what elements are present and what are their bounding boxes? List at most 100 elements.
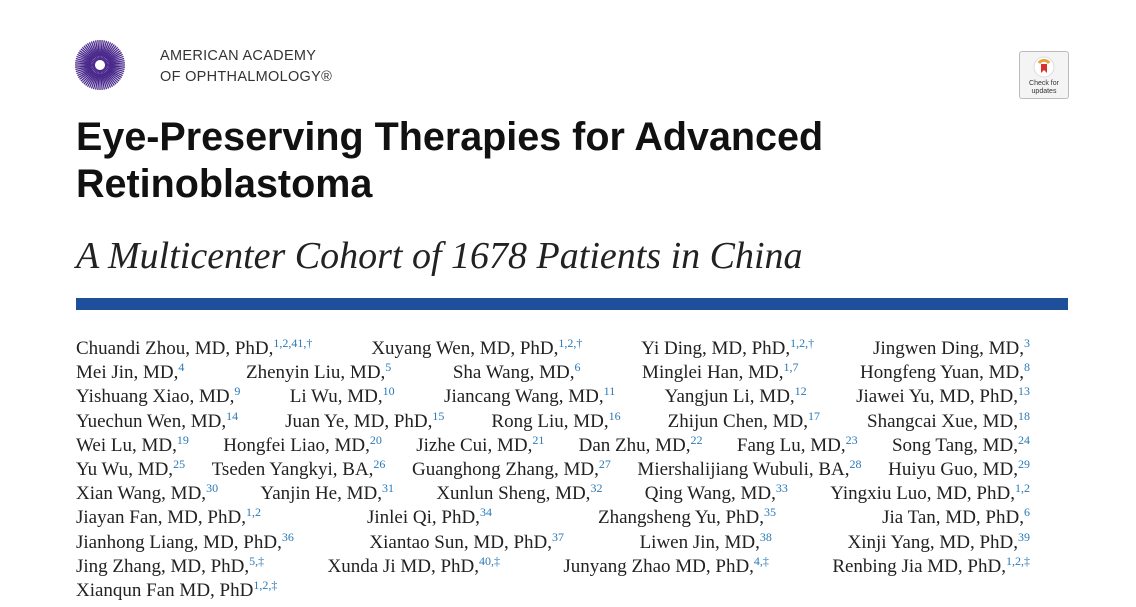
logo-ray — [100, 69, 108, 90]
affiliation-ref[interactable]: 5 — [385, 360, 392, 375]
affiliation-ref[interactable]: 30 — [206, 481, 219, 496]
affiliation-ref[interactable]: 19 — [176, 432, 189, 447]
title: Eye-Preserving Therapies for Advanced Re… — [76, 115, 824, 206]
affiliation-ref[interactable]: 24 — [1018, 432, 1030, 447]
affiliation-ref[interactable]: 25 — [173, 456, 186, 471]
affiliation-ref[interactable]: 28 — [849, 456, 862, 471]
author-name: Li Wu, MD, — [289, 386, 383, 408]
affiliation-ref[interactable]: 35 — [764, 505, 777, 520]
author: Xuyang Wen, MD, PhD,1,2,† — [371, 336, 583, 362]
logo-ray — [79, 50, 97, 63]
author: Jingwen Ding, MD,3 — [873, 336, 1030, 362]
author-line: Yishuang Xiao, MD,9 Li Wu, MD,10 Jiancang … — [76, 384, 1030, 410]
affiliation-ref[interactable]: 8 — [1024, 360, 1030, 375]
affiliation-ref[interactable]: 1,2,† — [558, 336, 583, 350]
author: Xunlun Sheng, MD,32 — [436, 481, 603, 507]
author-line: Jiayan Fan, MD, PhD,1,2 Jinlei Qi, PhD,34… — [76, 505, 1030, 531]
affiliation-ref[interactable]: 1,2,† — [790, 336, 815, 350]
affiliation-ref[interactable]: 26 — [373, 456, 386, 471]
affiliation-ref[interactable]: 4 — [178, 360, 185, 375]
affiliation-ref[interactable]: 6 — [574, 360, 581, 375]
affiliation-ref[interactable]: 20 — [369, 432, 382, 447]
author: Sha Wang, MD,6 — [453, 360, 581, 386]
logo-ray — [99, 40, 103, 61]
author-line: Chuandi Zhou, MD, PhD,1,2,41,† Xuyang Wen… — [76, 336, 1030, 362]
affiliation-ref[interactable]: 1,7 — [783, 360, 799, 375]
author: Zhangsheng Yu, PhD,35 — [597, 505, 777, 531]
affiliation-ref[interactable]: 9 — [234, 384, 241, 399]
affiliation-ref[interactable]: 1,2 — [1014, 481, 1030, 496]
affiliation-ref[interactable]: 1,2 — [245, 505, 261, 520]
author-name: Jiawei Yu, MD, PhD, — [856, 386, 1018, 408]
affiliation-ref[interactable]: 33 — [775, 481, 788, 496]
affiliation-ref[interactable]: 37 — [552, 529, 565, 544]
logo-ray — [86, 72, 97, 87]
affiliation-ref[interactable]: 13 — [1017, 384, 1030, 399]
logo-ray — [92, 69, 100, 90]
logo-ray — [103, 43, 114, 58]
author-name: Jiancang Wang, MD, — [444, 386, 604, 408]
author-name: Yanjin He, MD, — [260, 483, 382, 505]
author-name: Guanghong Zhang, MD, — [412, 458, 599, 480]
author-name: Zhenyin Liu, MD, — [245, 362, 386, 384]
logo-ray — [100, 40, 105, 57]
logo-ray — [97, 69, 101, 90]
author-name: Yi Ding, MD, PhD, — [641, 338, 791, 359]
affiliation-ref[interactable]: 1,2,41,† — [273, 336, 313, 350]
affiliation-ref[interactable]: 23 — [845, 432, 858, 447]
author: Yi Ding, MD, PhD,1,2,† — [641, 336, 815, 362]
org-line: AMERICAN ACADEMY — [160, 48, 317, 64]
author: Shangcai Xue, MD,18 — [867, 408, 1030, 435]
affiliation-ref[interactable]: 18 — [1017, 408, 1030, 423]
affiliation-ref[interactable]: 36 — [281, 529, 294, 544]
affiliation-ref[interactable]: 34 — [479, 505, 492, 520]
affiliation-ref[interactable]: 14 — [226, 408, 239, 423]
author: Wei Lu, MD,19 — [76, 432, 189, 459]
logo-ray — [99, 69, 103, 90]
author-name: Liwen Jin, MD, — [639, 531, 760, 553]
author-name: Minglei Han, MD, — [642, 362, 784, 384]
affiliation-ref[interactable]: 10 — [382, 384, 395, 399]
affiliation-ref[interactable]: 5,‡ — [249, 553, 265, 568]
logo-ray — [104, 64, 125, 68]
affiliation-ref[interactable]: 6 — [1023, 505, 1030, 520]
affiliation-ref[interactable]: 38 — [759, 529, 772, 544]
affiliation-ref[interactable]: 3 — [1024, 336, 1030, 350]
affiliation-ref[interactable]: 17 — [808, 408, 821, 423]
affiliation-ref[interactable]: 27 — [598, 456, 611, 471]
logo-ray — [108, 55, 124, 63]
author: Yuechun Wen, MD,14 — [76, 408, 239, 435]
affiliation-ref[interactable]: 21 — [532, 432, 545, 447]
affiliation-ref[interactable]: 16 — [608, 408, 621, 423]
affiliation-ref[interactable]: 12 — [794, 384, 807, 399]
affiliation-ref[interactable]: 29 — [1017, 456, 1030, 471]
author-line: Mei Jin, MD,4 Zhenyin Liu, MD,5 Sha Wang, … — [76, 360, 1030, 386]
logo-ray — [88, 42, 99, 61]
affiliation-ref[interactable]: 11 — [603, 384, 616, 399]
author-name: Rong Liu, MD, — [491, 410, 609, 432]
author: Chuandi Zhou, MD, PhD,1,2,41,† — [76, 336, 313, 362]
affiliation-ref[interactable]: 4,‡ — [753, 553, 769, 568]
affiliation-ref[interactable]: 22 — [690, 432, 703, 447]
affiliation-ref[interactable]: 32 — [590, 481, 603, 496]
check-updates-badge[interactable]: Check for updates — [1019, 51, 1069, 99]
logo-ray — [95, 73, 100, 90]
affiliation-ref[interactable]: 40,‡ — [479, 553, 500, 568]
author: Jinlei Qi, PhD,34 — [367, 505, 492, 531]
logo-ray — [102, 68, 115, 86]
affiliation-ref[interactable]: 31 — [381, 481, 394, 496]
logo-ray — [100, 73, 105, 90]
logo-ray — [76, 67, 92, 75]
author-name: Yuechun Wen, MD, — [76, 410, 227, 432]
author-name: Huiyu Guo, MD, — [888, 458, 1018, 480]
author-name: Zhangsheng Yu, PhD, — [597, 507, 765, 529]
logo-ray — [75, 64, 96, 68]
affiliation-ref[interactable]: 1,2,‡ — [1005, 553, 1030, 568]
affiliation-ref[interactable]: 1,2,‡ — [253, 577, 278, 592]
author-name: Jianhong Liang, MD, PhD, — [76, 531, 282, 553]
affiliation-ref[interactable]: 39 — [1017, 529, 1030, 544]
author-name: Jiayan Fan, MD, PhD, — [76, 507, 246, 529]
logo-ray — [104, 62, 125, 66]
affiliation-ref[interactable]: 15 — [432, 408, 445, 423]
author: Xianqun Fan MD, PhD1,2,‡ — [76, 577, 278, 604]
